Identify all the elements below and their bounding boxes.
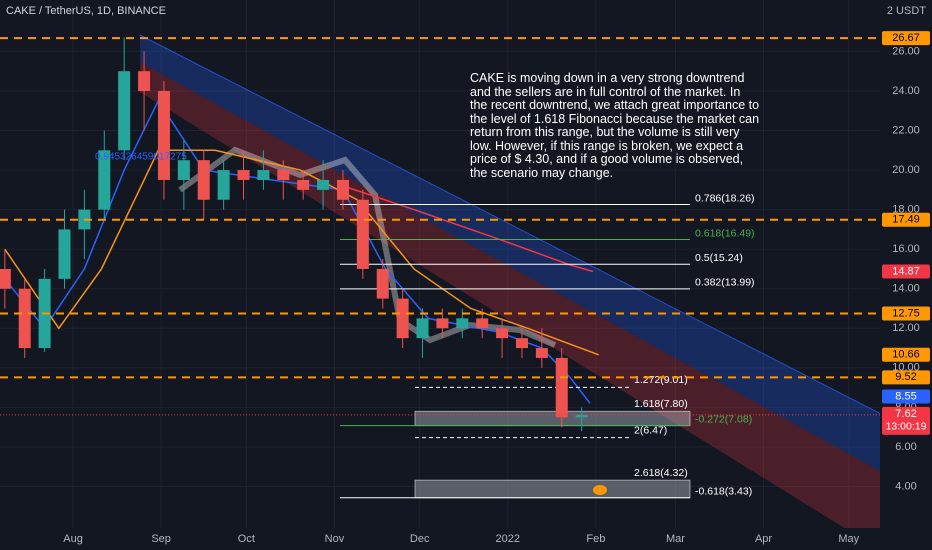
x-tick-label: Apr [755, 533, 772, 545]
x-tick-label: Mar [666, 533, 685, 545]
candle-body [356, 199, 369, 269]
fib-label: 0.618(16.49) [695, 227, 755, 239]
price-tag [882, 347, 930, 362]
y-tick-label: 16.00 [892, 243, 920, 255]
y-tick-label: 26.00 [892, 45, 920, 57]
channel-line [139, 34, 932, 441]
candle-body [297, 179, 310, 190]
candle-body [456, 318, 469, 329]
candle-body [118, 71, 131, 151]
candle-body [515, 338, 528, 349]
candle-body [157, 90, 170, 180]
fib-box [414, 479, 691, 499]
fib-label: 0.382(13.99) [695, 277, 755, 289]
price-tag [882, 264, 930, 279]
candle-body [436, 318, 449, 329]
fib-label: 1.618(7.80) [634, 398, 688, 410]
candle-body [237, 170, 250, 180]
price-tag-label: 10.66 [892, 349, 920, 361]
annotation: CAKE is moving down in a very strong dow… [470, 71, 760, 180]
candle-body [476, 318, 489, 329]
time-axis [0, 528, 880, 550]
x-tick-label: Dec [410, 533, 430, 545]
fib-label: 2.618(4.32) [634, 467, 688, 479]
moving-average [4, 149, 599, 356]
x-tick-label: 2022 [496, 533, 520, 545]
icon [593, 485, 607, 495]
price-tag-label: 14.87 [892, 265, 920, 277]
ratio-text: 0.945326459017275 [95, 152, 187, 163]
scale-label: 2 USDT [887, 5, 926, 17]
y-tick-label: 6.00 [895, 441, 916, 453]
y-tick-label: 12.00 [892, 322, 920, 334]
price-tag-label: 9.52 [895, 371, 916, 383]
candle-body [197, 160, 210, 200]
candle-body [277, 170, 290, 180]
candle-body [58, 229, 71, 279]
candle-body [217, 170, 230, 200]
candle-body [0, 268, 11, 289]
candle-body [138, 71, 151, 91]
candle-body [177, 160, 190, 180]
candle-body [98, 150, 111, 210]
last-price-tag [882, 406, 930, 435]
fib-label: 2(6.47) [634, 424, 667, 436]
candle-body [496, 328, 509, 339]
fib-label: 0.5(15.24) [695, 252, 743, 264]
price-tag [882, 31, 930, 46]
countdown: 13:00:19 [886, 421, 927, 433]
y-tick-label: 20.00 [892, 164, 920, 176]
y-tick-label: 18.00 [892, 204, 920, 216]
price-tag [882, 389, 930, 404]
price-tag [882, 212, 930, 227]
price-tag [882, 370, 930, 385]
y-tick-label: 22.00 [892, 124, 920, 136]
grid [0, 0, 880, 530]
candle-body [396, 298, 409, 339]
x-tick-label: Sep [151, 533, 171, 545]
candle-body [376, 268, 389, 299]
x-tick-label: Oct [238, 533, 255, 545]
chart-title: CAKE / TetherUS, 1D, BINANCE [6, 5, 166, 17]
candle-body [535, 348, 548, 358]
price-tag-label: 12.75 [892, 307, 920, 319]
x-tick-label: Nov [325, 533, 345, 545]
fib-label: 0.786(18.26) [695, 192, 755, 204]
y-tick-label: 14.00 [892, 283, 920, 295]
plot: 0.786(18.26) 0.618(16.49) 0.5(15.24) 0.382(… [0, 37, 880, 499]
candle-body [257, 170, 270, 180]
price-tag-label: 8.55 [895, 390, 916, 402]
candle-body [575, 414, 588, 418]
candle-body [317, 179, 330, 190]
last-price-label: 7.62 [895, 408, 916, 420]
fib-label: 1.272(9.01) [634, 374, 688, 386]
fib-label: -0.618(3.43) [695, 486, 752, 498]
candle-body [555, 357, 568, 418]
channel-upper [140, 35, 932, 500]
candle-body [336, 179, 349, 200]
price-tag [882, 306, 930, 321]
price-tag-label: 17.49 [892, 214, 920, 226]
x-tick-label: Feb [586, 533, 605, 545]
x-tick-label: May [838, 533, 859, 545]
candle-body [18, 288, 31, 349]
candle-body [416, 318, 429, 339]
price-tag-label: 26.67 [892, 32, 920, 44]
y-tick-label: 24.00 [892, 85, 920, 97]
fib-label: -0.272(7.08) [695, 413, 752, 425]
axes: 4.006.008.0010.0012.0014.0016.0018.0020.… [63, 31, 930, 545]
x-tick-label: Aug [63, 533, 83, 545]
y-tick-label: 4.00 [895, 480, 916, 492]
